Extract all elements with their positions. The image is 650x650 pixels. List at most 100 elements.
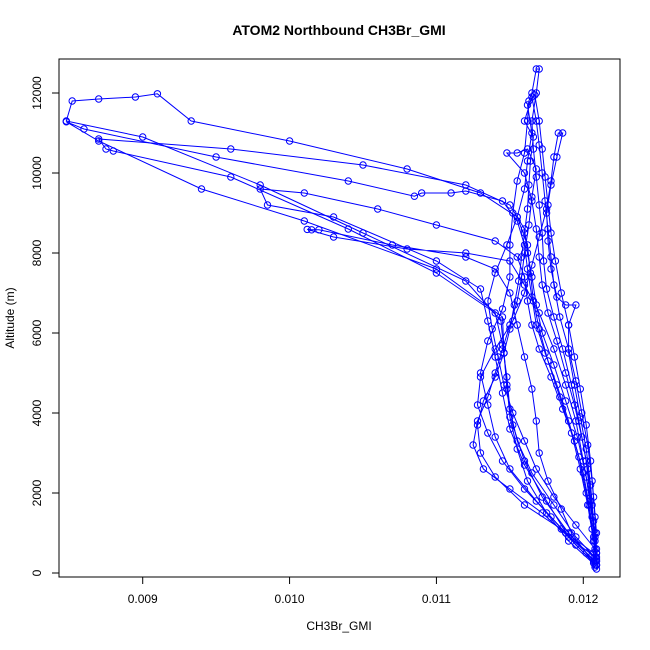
data-point bbox=[300, 217, 308, 225]
data-point bbox=[506, 201, 514, 209]
data-point bbox=[541, 349, 549, 357]
data-point bbox=[535, 201, 543, 209]
series-line bbox=[487, 93, 597, 550]
data-point bbox=[584, 441, 592, 449]
data-point bbox=[523, 157, 532, 165]
data-point bbox=[520, 485, 529, 493]
data-point bbox=[562, 369, 570, 377]
data-point bbox=[538, 493, 546, 501]
data-point bbox=[506, 485, 514, 493]
series-layer bbox=[62, 65, 601, 573]
data-point bbox=[576, 385, 584, 393]
data-point bbox=[520, 241, 529, 249]
data-point bbox=[506, 273, 514, 281]
data-point bbox=[462, 249, 470, 257]
data-point bbox=[497, 317, 505, 325]
data-point bbox=[586, 457, 595, 465]
data-point bbox=[538, 145, 546, 153]
data-point bbox=[498, 197, 507, 205]
series-line bbox=[259, 188, 597, 566]
data-point bbox=[462, 253, 470, 261]
data-point bbox=[532, 321, 540, 329]
data-point bbox=[491, 373, 499, 381]
data-point bbox=[544, 477, 552, 485]
data-point bbox=[359, 229, 367, 237]
data-point bbox=[300, 189, 308, 197]
data-point bbox=[592, 557, 601, 565]
data-point bbox=[582, 421, 590, 429]
data-point bbox=[520, 281, 529, 289]
x-tick-label: 0.010 bbox=[275, 592, 305, 606]
data-point bbox=[523, 205, 532, 213]
data-point bbox=[535, 65, 543, 73]
data-point bbox=[491, 433, 499, 441]
data-point bbox=[197, 185, 206, 193]
data-point bbox=[550, 361, 558, 369]
series-line bbox=[472, 148, 597, 562]
data-point bbox=[553, 337, 561, 345]
data-point bbox=[544, 309, 552, 317]
series-line bbox=[476, 96, 597, 554]
data-point bbox=[572, 301, 580, 309]
data-point bbox=[473, 401, 482, 409]
data-point bbox=[131, 93, 140, 101]
data-point bbox=[528, 117, 536, 125]
data-point bbox=[484, 393, 492, 401]
data-point bbox=[550, 493, 558, 501]
data-point bbox=[503, 241, 511, 249]
data-point bbox=[575, 453, 583, 461]
flight-profile-series bbox=[469, 145, 601, 565]
data-point bbox=[578, 409, 586, 417]
data-point bbox=[510, 301, 518, 309]
data-point bbox=[572, 521, 580, 529]
data-point bbox=[329, 233, 338, 241]
data-point bbox=[535, 449, 543, 457]
data-point bbox=[535, 253, 543, 261]
data-point bbox=[532, 65, 540, 73]
data-point bbox=[500, 381, 508, 389]
data-point bbox=[564, 321, 573, 329]
data-point bbox=[506, 325, 514, 333]
data-point bbox=[547, 253, 555, 261]
data-point bbox=[68, 97, 76, 105]
data-point bbox=[187, 117, 195, 125]
data-point bbox=[515, 277, 523, 285]
data-point bbox=[532, 497, 540, 505]
data-point bbox=[544, 237, 552, 245]
data-point bbox=[531, 91, 539, 99]
data-point bbox=[403, 165, 411, 173]
data-point bbox=[476, 189, 485, 197]
x-tick-label: 0.011 bbox=[422, 592, 451, 606]
data-point bbox=[539, 257, 548, 265]
data-point bbox=[410, 192, 419, 200]
data-point bbox=[498, 345, 507, 353]
data-point bbox=[550, 501, 558, 509]
data-point bbox=[403, 245, 411, 253]
flight-profile-series bbox=[484, 91, 601, 553]
data-point bbox=[432, 257, 441, 265]
y-tick-label: 2000 bbox=[30, 479, 44, 506]
data-point bbox=[528, 129, 536, 137]
data-point bbox=[479, 397, 488, 405]
x-axis-label: CH3Br_GMI bbox=[306, 619, 371, 633]
data-point bbox=[476, 373, 485, 381]
data-point bbox=[532, 89, 540, 97]
x-tick-label: 0.009 bbox=[128, 592, 158, 606]
series-line bbox=[66, 121, 597, 562]
y-axis: 0 2000 4000 6000 8000 10000 12000 bbox=[30, 76, 60, 576]
data-point bbox=[544, 357, 552, 365]
data-point bbox=[523, 145, 532, 153]
y-tick-label: 0 bbox=[30, 569, 44, 576]
data-point bbox=[529, 133, 538, 141]
data-point bbox=[503, 149, 511, 157]
data-point bbox=[570, 401, 579, 409]
data-point bbox=[592, 565, 601, 573]
data-point bbox=[550, 313, 558, 321]
data-point bbox=[447, 189, 455, 197]
flight-profile-series bbox=[303, 225, 601, 571]
data-point bbox=[513, 177, 521, 185]
data-point bbox=[557, 289, 565, 297]
y-tick-label: 12000 bbox=[30, 76, 44, 110]
data-point bbox=[227, 173, 235, 181]
data-point bbox=[591, 545, 599, 553]
